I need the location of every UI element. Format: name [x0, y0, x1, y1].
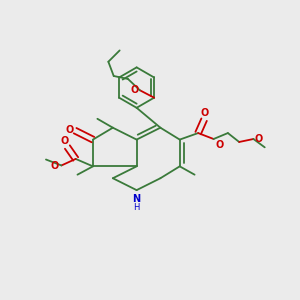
Text: H: H: [134, 203, 140, 212]
Text: O: O: [130, 85, 138, 95]
Text: O: O: [66, 125, 74, 135]
Text: O: O: [50, 161, 58, 171]
Text: O: O: [201, 108, 209, 118]
Text: O: O: [60, 136, 68, 146]
Text: N: N: [133, 194, 141, 204]
Text: O: O: [254, 134, 262, 144]
Text: O: O: [215, 140, 223, 150]
